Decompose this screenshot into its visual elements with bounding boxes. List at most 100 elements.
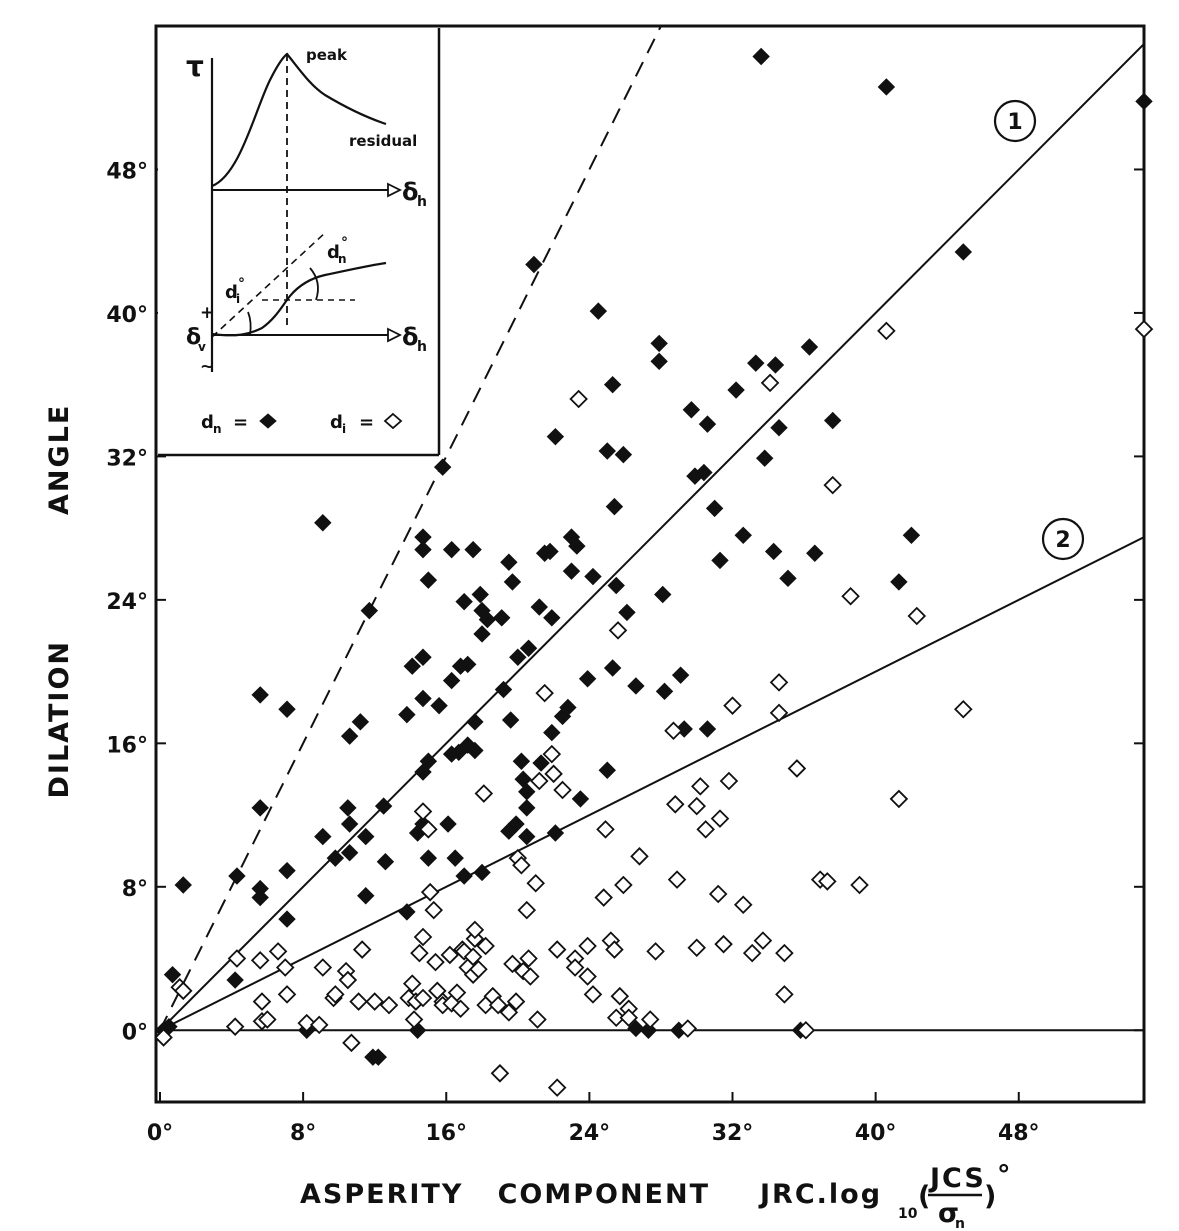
x-tick-label: 24° xyxy=(569,1121,611,1146)
point-di-open-diamond xyxy=(760,373,780,393)
point-di-open-diamond xyxy=(907,606,927,626)
point-di-open-diamond xyxy=(583,985,603,1004)
point-di-open-diamond xyxy=(474,784,494,803)
point-dn-filled-diamond xyxy=(466,713,484,731)
point-di-open-diamond xyxy=(596,820,615,839)
legend-dn-sub: n xyxy=(213,422,222,436)
point-dn-filled-diamond xyxy=(403,657,421,675)
inset-shear-curve xyxy=(211,52,387,188)
x-formula-paren-open: ( xyxy=(918,1181,932,1212)
point-dn-filled-diamond xyxy=(398,903,416,921)
inset-upper-dh-label: δ xyxy=(402,178,419,206)
x-tick-label: 32° xyxy=(712,1121,754,1146)
point-dn-filled-diamond xyxy=(607,576,625,595)
point-dn-filled-diamond xyxy=(650,334,668,353)
line-2-label-text: 2 xyxy=(1055,528,1070,553)
point-di-open-diamond xyxy=(419,820,438,839)
point-dn-filled-diamond xyxy=(806,544,824,562)
point-dn-filled-diamond xyxy=(442,671,461,690)
y-tick-label: 0° xyxy=(122,1020,148,1045)
point-di-open-diamond xyxy=(326,985,345,1004)
trend-line-2 xyxy=(159,536,1145,1032)
point-dn-filled-diamond xyxy=(518,827,536,846)
point-di-open-diamond xyxy=(349,992,368,1011)
point-dn-filled-diamond xyxy=(734,526,752,545)
point-dn-filled-diamond xyxy=(779,569,797,588)
point-di-open-diamond xyxy=(696,820,715,839)
point-di-open-diamond xyxy=(499,1003,519,1022)
legend-open-diamond-icon xyxy=(383,412,403,430)
point-dn-filled-diamond xyxy=(671,666,690,684)
point-dn-filled-diamond xyxy=(414,689,432,708)
point-dn-filled-diamond xyxy=(278,910,296,928)
point-di-open-diamond xyxy=(610,986,630,1006)
point-di-open-diamond xyxy=(512,856,531,875)
point-dn-filled-diamond xyxy=(698,415,717,433)
inset-lower-dh-label: δ xyxy=(402,323,419,351)
point-dn-filled-diamond xyxy=(559,698,577,717)
point-di-open-diamond xyxy=(490,1064,510,1083)
point-di-open-diamond xyxy=(451,999,470,1019)
point-dn-filled-diamond xyxy=(503,573,522,591)
point-dn-filled-diamond xyxy=(764,542,783,561)
point-di-open-diamond xyxy=(710,809,730,828)
point-di-open-diamond xyxy=(742,943,762,963)
point-di-open-diamond xyxy=(850,875,869,895)
point-dn-filled-diamond xyxy=(414,540,432,559)
point-dn-filled-diamond xyxy=(455,592,473,611)
point-dn-filled-diamond xyxy=(682,401,701,419)
point-dn-filled-diamond xyxy=(654,585,672,604)
point-dn-filled-diamond xyxy=(603,375,622,394)
point-di-open-diamond xyxy=(877,321,896,341)
point-di-open-diamond xyxy=(476,936,495,956)
point-di-open-diamond xyxy=(667,870,687,889)
point-di-open-diamond xyxy=(526,873,545,893)
inset-peak-label: peak xyxy=(306,46,348,64)
point-dn-filled-diamond xyxy=(473,863,491,882)
point-dn-filled-diamond xyxy=(571,790,590,808)
point-di-open-diamond xyxy=(528,1010,547,1029)
line-2-label: 2 xyxy=(1041,517,1085,561)
y-tick-label: 16° xyxy=(106,733,148,758)
point-dn-filled-diamond xyxy=(546,427,565,446)
point-di-open-diamond xyxy=(753,931,773,950)
point-di-open-diamond xyxy=(823,475,842,495)
y-tick-label: 32° xyxy=(106,446,148,471)
y-tick-label: 48° xyxy=(106,159,148,184)
point-di-open-diamond xyxy=(313,958,333,977)
point-di-open-diamond xyxy=(521,967,540,986)
point-di-open-diamond xyxy=(413,802,433,821)
inset-lower-arrow-icon xyxy=(387,327,403,343)
point-dn-filled-diamond xyxy=(419,752,438,770)
point-dn-filled-diamond xyxy=(360,601,379,620)
x-formula-num: JCS xyxy=(928,1163,986,1194)
point-di-open-diamond xyxy=(841,587,860,606)
point-dn-filled-diamond xyxy=(314,827,332,846)
point-dn-filled-diamond xyxy=(1135,92,1153,111)
point-di-open-diamond xyxy=(640,1010,660,1029)
point-dn-filled-diamond xyxy=(614,445,633,464)
point-di-open-diamond xyxy=(708,884,728,904)
point-di-open-diamond xyxy=(733,895,753,915)
point-dn-filled-diamond xyxy=(446,849,464,867)
point-dn-filled-diamond xyxy=(251,888,269,907)
point-di-open-diamond xyxy=(469,960,488,979)
point-dn-filled-diamond xyxy=(584,567,602,586)
inset-dn-label: d xyxy=(327,242,340,263)
point-di-open-diamond xyxy=(465,920,485,940)
point-di-open-diamond xyxy=(678,1019,698,1038)
x-tick-label: 16° xyxy=(425,1121,467,1146)
point-di-open-diamond xyxy=(775,943,794,963)
point-di-open-diamond xyxy=(309,1015,329,1035)
point-dn-filled-diamond xyxy=(877,78,896,96)
point-dn-filled-diamond xyxy=(464,540,482,559)
point-di-open-diamond xyxy=(258,1010,277,1029)
point-dn-filled-diamond xyxy=(340,844,359,862)
inset-dn-sub: n xyxy=(338,252,347,266)
legend-dn-eq: = xyxy=(233,412,248,433)
point-dn-filled-diamond xyxy=(326,849,345,867)
point-di-open-diamond xyxy=(379,995,399,1015)
point-di-open-diamond xyxy=(426,952,445,972)
point-dn-filled-diamond xyxy=(500,553,518,571)
